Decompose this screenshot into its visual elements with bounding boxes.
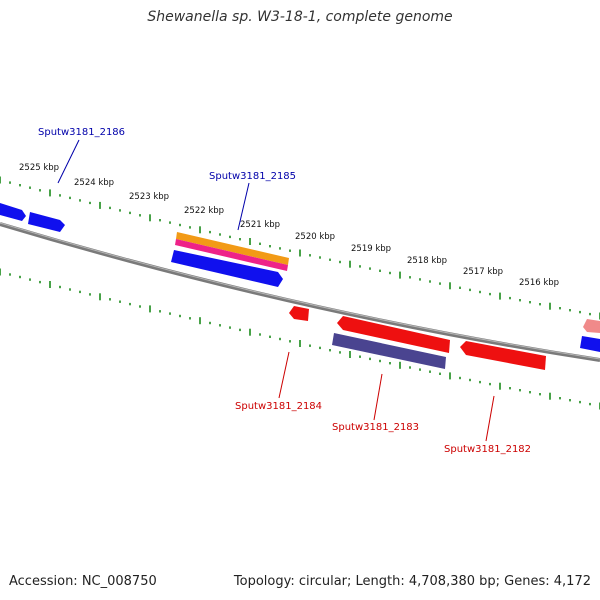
gene-label-sputw3181-2184[interactable]: Sputw3181_2184 <box>235 401 322 412</box>
gene-arrow-right-edge[interactable] <box>580 336 600 352</box>
gene-label-sputw3181-2186[interactable]: Sputw3181_2186 <box>38 127 125 138</box>
scale-label-2521: 2521 kbp <box>240 220 280 230</box>
scale-label-2517: 2517 kbp <box>463 267 503 277</box>
callout-line-2183 <box>374 374 382 420</box>
scale-label-2524: 2524 kbp <box>74 178 114 188</box>
genome-backbone <box>0 224 600 360</box>
scale-label-2519: 2519 kbp <box>351 244 391 254</box>
scale-label-2516: 2516 kbp <box>519 278 559 288</box>
scale-label-2520: 2520 kbp <box>295 232 335 242</box>
callout-line-2186 <box>58 140 79 183</box>
lower-scale-ticks <box>0 269 600 410</box>
callout-lines <box>58 140 494 441</box>
callout-line-2182 <box>486 396 494 441</box>
reverse-genes <box>289 306 600 370</box>
gene-arrow-left-edge[interactable] <box>0 203 26 221</box>
gene-arrow-sputw3181-2186[interactable] <box>28 212 65 232</box>
gene-labels: Sputw3181_2186 Sputw3181_2185 Sputw3181_… <box>38 127 531 455</box>
forward-genes <box>0 203 600 352</box>
genome-map: 2525 kbp 2524 kbp 2523 kbp 2522 kbp 2521… <box>0 0 600 600</box>
gene-label-sputw3181-2185[interactable]: Sputw3181_2185 <box>209 171 296 182</box>
callout-line-2184 <box>279 352 289 398</box>
gene-arrow-sputw3181-2184[interactable] <box>289 306 309 321</box>
scale-label-2523: 2523 kbp <box>129 192 169 202</box>
genome-summary: Topology: circular; Length: 4,708,380 bp… <box>234 574 591 589</box>
scale-label-2525: 2525 kbp <box>19 163 59 173</box>
scale-label-2522: 2522 kbp <box>184 206 224 216</box>
gene-label-sputw3181-2183[interactable]: Sputw3181_2183 <box>332 422 419 433</box>
accession-label: Accession: NC_008750 <box>9 574 157 589</box>
scale-label-2518: 2518 kbp <box>407 256 447 266</box>
genome-backbone-highlight <box>0 223 600 359</box>
gene-arrow-right-edge-faded[interactable] <box>583 319 600 333</box>
gene-label-sputw3181-2182[interactable]: Sputw3181_2182 <box>444 444 531 455</box>
